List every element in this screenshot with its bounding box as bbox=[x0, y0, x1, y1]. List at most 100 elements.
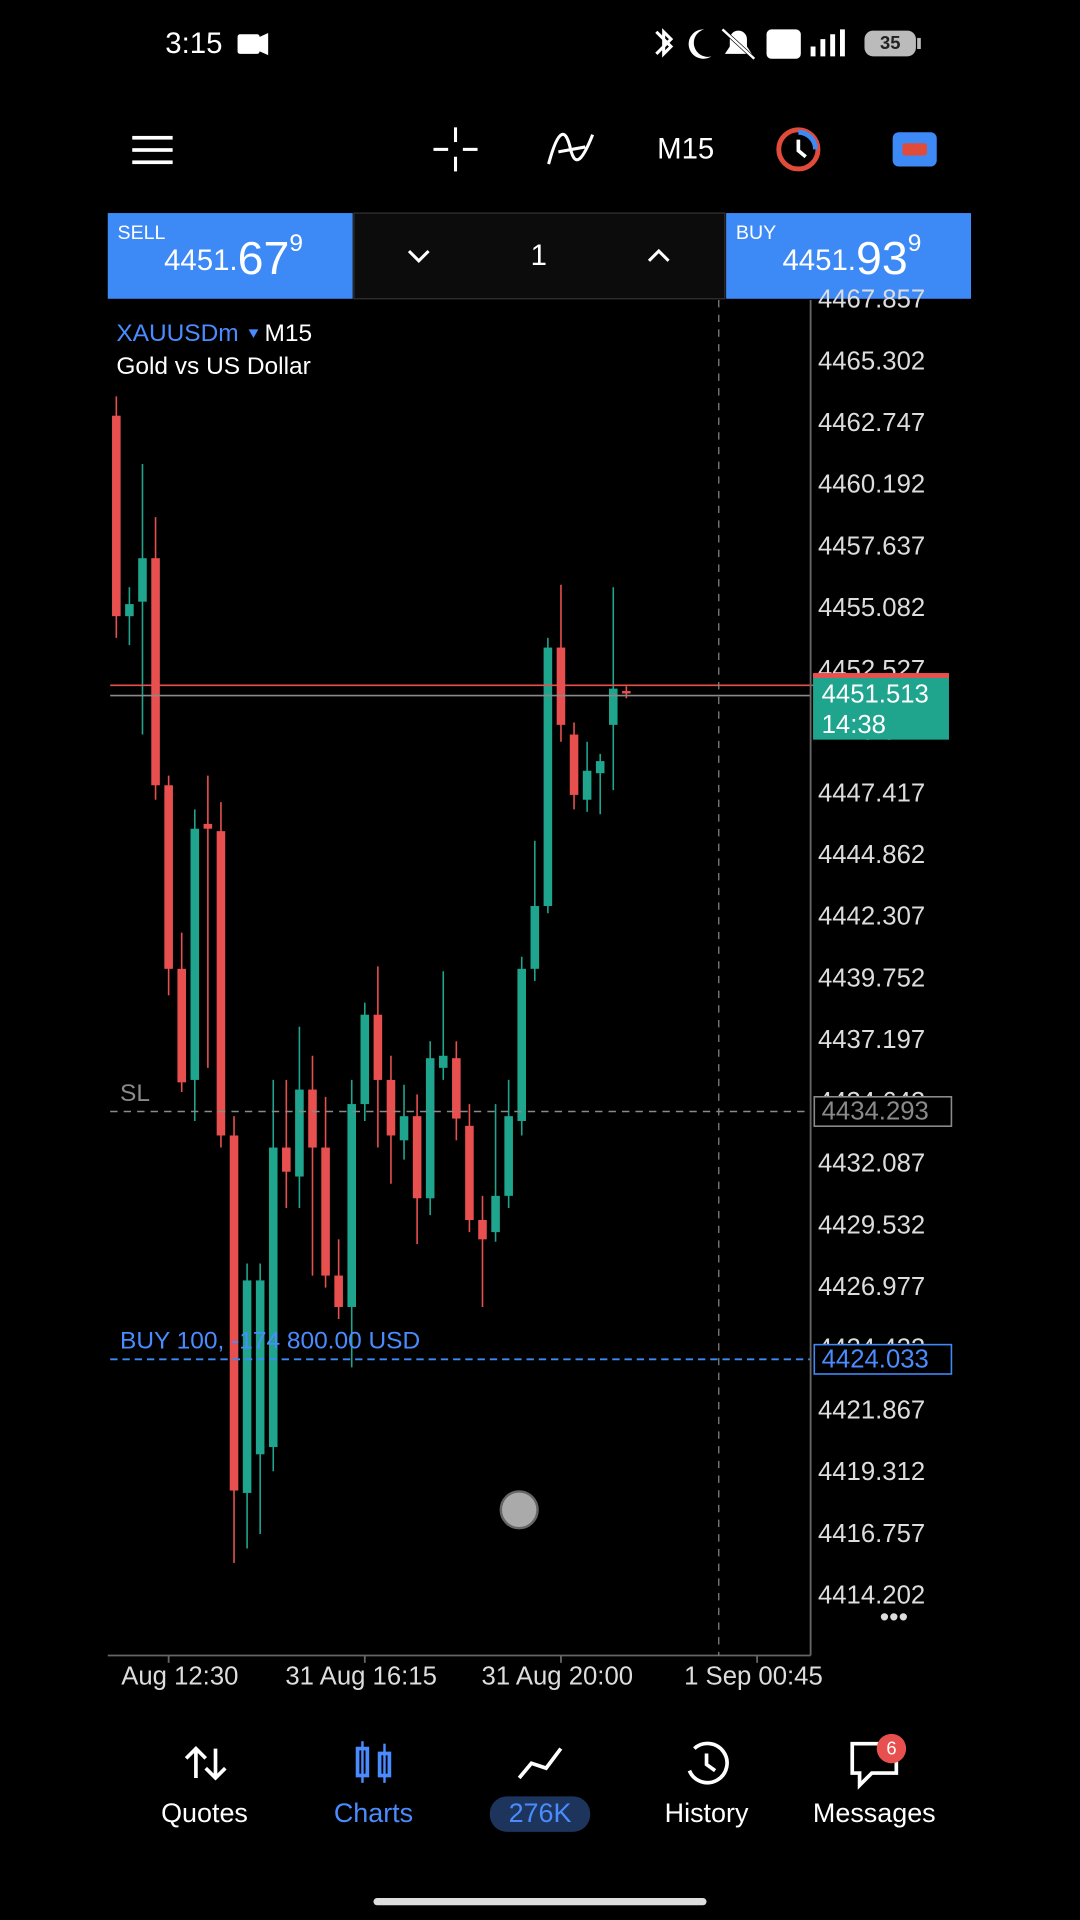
candle-body bbox=[112, 415, 121, 617]
x-tick-label: Aug 12:30 bbox=[121, 1662, 238, 1690]
candle-body bbox=[412, 1116, 422, 1199]
volume-value[interactable]: 1 bbox=[531, 239, 547, 272]
buy-price: 4451.939 bbox=[782, 230, 921, 284]
sl-label: SL bbox=[120, 1080, 150, 1107]
camera-icon bbox=[237, 34, 260, 54]
position-label: BUY 100, -174 800.00 USD bbox=[120, 1328, 420, 1355]
y-tick-label: 4457.637 bbox=[818, 532, 925, 560]
nav-history[interactable]: History bbox=[665, 1741, 749, 1828]
price-big: 93 bbox=[856, 232, 908, 284]
menu-bar bbox=[132, 160, 173, 165]
nav-label: Quotes bbox=[161, 1798, 248, 1828]
nav-quotes[interactable]: Quotes bbox=[161, 1745, 248, 1828]
candle-body bbox=[595, 761, 605, 774]
sl-price: 4434.293 bbox=[822, 1098, 929, 1126]
candle-body bbox=[125, 604, 134, 617]
trade-icon-inner bbox=[902, 143, 927, 156]
y-tick-label: 4439.752 bbox=[818, 964, 925, 992]
symbol: XAUUSDm bbox=[116, 320, 238, 347]
candle-body bbox=[216, 831, 226, 1136]
objects-ring-accent bbox=[798, 129, 818, 150]
y-tick-label: 4437.197 bbox=[818, 1026, 925, 1054]
crosshair-button[interactable] bbox=[433, 127, 478, 172]
bluetooth-icon bbox=[655, 28, 674, 58]
x-tick-label: 1 Sep 00:45 bbox=[684, 1662, 823, 1690]
candle-body bbox=[308, 1089, 317, 1148]
candle-body bbox=[229, 1135, 239, 1491]
y-tick-label: 4419.312 bbox=[818, 1458, 925, 1486]
nav-trade[interactable]: 276K bbox=[489, 1747, 591, 1832]
touch-indicator bbox=[499, 1490, 539, 1530]
y-tick-label: 4416.757 bbox=[818, 1520, 925, 1548]
menu-bar bbox=[132, 135, 173, 140]
sl-box bbox=[813, 1096, 953, 1127]
position-box bbox=[813, 1343, 953, 1375]
objects-button[interactable] bbox=[776, 127, 821, 172]
moon-icon bbox=[688, 29, 712, 59]
more-dots[interactable]: ••• bbox=[880, 1602, 908, 1632]
price-main: 4451. bbox=[782, 244, 856, 277]
y-tick-label: 4462.747 bbox=[818, 409, 925, 437]
x-tick-label: 31 Aug 20:00 bbox=[482, 1662, 634, 1690]
candle-body bbox=[373, 1014, 383, 1080]
history-hand bbox=[704, 1753, 717, 1773]
y-tick-label: 4414.202 bbox=[818, 1582, 925, 1610]
y-tick-label: 4467.857 bbox=[818, 286, 925, 314]
nav-charts[interactable]: Charts bbox=[334, 1741, 413, 1828]
candle-body bbox=[452, 1058, 461, 1119]
trade-button[interactable] bbox=[892, 132, 937, 167]
volume-up[interactable] bbox=[647, 248, 670, 262]
candle-body bbox=[399, 1116, 409, 1141]
buy-button[interactable] bbox=[726, 213, 972, 299]
trade-icon bbox=[517, 1747, 563, 1780]
volume-down[interactable] bbox=[407, 249, 430, 263]
x-tick-label: 31 Aug 16:15 bbox=[285, 1662, 437, 1690]
y-tick-label: 4465.302 bbox=[818, 347, 925, 375]
candle-body bbox=[530, 906, 540, 969]
menu-button[interactable] bbox=[132, 135, 173, 165]
y-tick-label: 4444.862 bbox=[818, 841, 925, 869]
candle-body bbox=[321, 1147, 330, 1276]
candle-body bbox=[478, 1220, 487, 1240]
sell-label: SELL bbox=[118, 222, 166, 244]
nav-label: Charts bbox=[334, 1798, 413, 1828]
candle-body bbox=[268, 1147, 278, 1448]
quotes-icon bbox=[184, 1745, 227, 1781]
badge bbox=[876, 1733, 907, 1764]
candle-body bbox=[138, 558, 147, 602]
symbol-dropdown[interactable] bbox=[248, 329, 259, 338]
objects-hand bbox=[796, 139, 807, 159]
candle-body bbox=[569, 734, 579, 795]
candle-body bbox=[347, 1104, 357, 1307]
price-sup: 9 bbox=[908, 230, 922, 257]
bid-box bbox=[813, 674, 949, 740]
y-tick-label: 4447.417 bbox=[818, 779, 925, 807]
price-big: 67 bbox=[238, 232, 290, 284]
candle-body bbox=[282, 1147, 291, 1172]
candle-body bbox=[425, 1058, 435, 1199]
price-sup: 9 bbox=[289, 230, 303, 257]
y-tick-label: 4429.532 bbox=[818, 1211, 925, 1239]
buy-label: BUY bbox=[736, 222, 776, 244]
nav-messages[interactable]: 6 Messages bbox=[813, 1733, 936, 1828]
y-tick-label: 4455.082 bbox=[818, 594, 925, 622]
candle-body bbox=[556, 647, 566, 725]
camera-icon-lens bbox=[257, 33, 269, 56]
trade-pill bbox=[489, 1796, 591, 1832]
sell-button[interactable] bbox=[107, 213, 353, 299]
chart: 4467.857 4465.302 4462.747 4460.192 4457.637… bbox=[110, 286, 953, 1690]
y-tick-label: 4421.867 bbox=[818, 1396, 925, 1424]
candle-body bbox=[203, 823, 213, 829]
timeframe-button[interactable]: M15 bbox=[657, 132, 714, 165]
badge-count: 6 bbox=[886, 1738, 896, 1759]
nav-label: History bbox=[665, 1798, 749, 1828]
candle-body bbox=[386, 1079, 396, 1136]
candle-body bbox=[491, 1195, 500, 1233]
candle-body bbox=[334, 1275, 343, 1307]
candle-body bbox=[242, 1280, 252, 1493]
indicators-button[interactable] bbox=[547, 132, 595, 165]
ask-marker bbox=[813, 673, 949, 678]
